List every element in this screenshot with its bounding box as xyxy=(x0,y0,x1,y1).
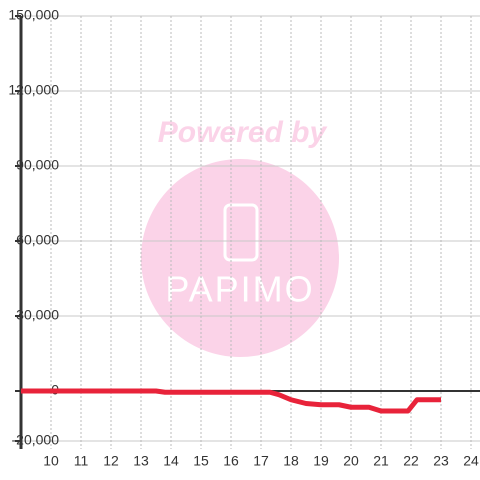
line-series xyxy=(21,388,441,414)
x-tick-label: 22 xyxy=(403,453,419,469)
x-tick-label: 13 xyxy=(133,453,149,469)
x-tick-label: 23 xyxy=(433,453,449,469)
x-tick-label: 21 xyxy=(373,453,389,469)
y-tick-label: 60,000 xyxy=(16,232,59,248)
watermark-text: Powered by xyxy=(158,116,328,149)
y-tick-label: 90,000 xyxy=(16,157,59,173)
watermark-circle xyxy=(141,159,339,357)
x-tick-label: 14 xyxy=(163,453,179,469)
watermark-icon xyxy=(223,203,259,262)
x-tick-label: 20 xyxy=(343,453,359,469)
y-tick-label: 150,000 xyxy=(8,7,59,23)
y-tick-label: 120,000 xyxy=(8,82,59,98)
y-tick-label: 30,000 xyxy=(16,307,59,323)
x-tick-label: 24 xyxy=(463,453,479,469)
x-tick-label: 16 xyxy=(223,453,239,469)
x-tick-label: 15 xyxy=(193,453,209,469)
x-tick-label: 17 xyxy=(253,453,269,469)
x-tick-label: 12 xyxy=(103,453,119,469)
x-tick-label: 11 xyxy=(74,453,89,469)
x-tick-label: 10 xyxy=(43,453,59,469)
x-tick-label: 18 xyxy=(283,453,299,469)
y-tick-label: -20,000 xyxy=(12,432,60,448)
watermark-logo: PAPIMO xyxy=(165,269,314,310)
x-tick-label: 19 xyxy=(313,453,329,469)
watermark: Powered by PAPIMO xyxy=(141,116,339,357)
